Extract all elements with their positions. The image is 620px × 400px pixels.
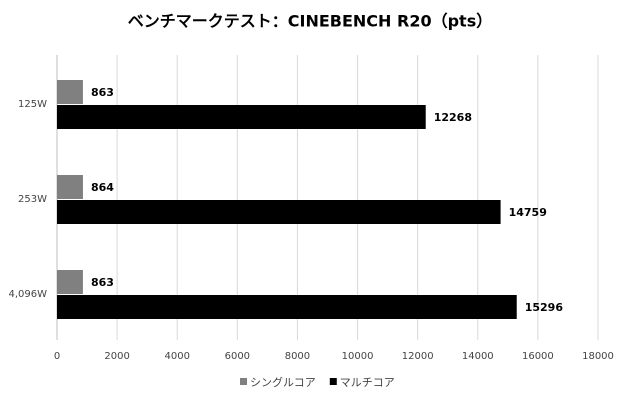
x-tick-label: 8000: [285, 351, 310, 362]
x-tick-label: 6000: [225, 351, 250, 362]
value-label: 12268: [434, 111, 472, 124]
x-tick-label: 18000: [582, 351, 614, 362]
bar: [57, 175, 83, 199]
x-tick-label: 0: [54, 351, 60, 362]
legend-label: マルチコア: [340, 376, 395, 389]
value-label: 864: [91, 181, 114, 194]
y-tick-label: 253W: [18, 194, 47, 205]
x-tick-label: 16000: [522, 351, 554, 362]
x-tick-label: 4000: [164, 351, 189, 362]
bar: [57, 80, 83, 104]
x-tick-label: 14000: [462, 351, 494, 362]
legend-label: シングルコア: [250, 375, 316, 389]
value-label: 15296: [525, 301, 564, 314]
value-label: 863: [91, 86, 114, 99]
x-tick-label: 2000: [104, 351, 129, 362]
x-tick-label: 10000: [342, 351, 374, 362]
bar: [57, 270, 83, 294]
y-tick-label: 125W: [18, 99, 47, 110]
x-tick-label: 12000: [402, 351, 434, 362]
value-label: 863: [91, 276, 114, 289]
y-tick-label: 4,096W: [8, 289, 47, 300]
bar: [57, 295, 517, 319]
chart-title: ベンチマークテスト：CINEBENCH R20（pts）: [128, 12, 492, 31]
value-label: 14759: [509, 206, 547, 219]
bar: [57, 200, 501, 224]
legend-swatch: [329, 378, 337, 385]
legend-swatch: [240, 378, 247, 385]
bar: [57, 105, 426, 129]
